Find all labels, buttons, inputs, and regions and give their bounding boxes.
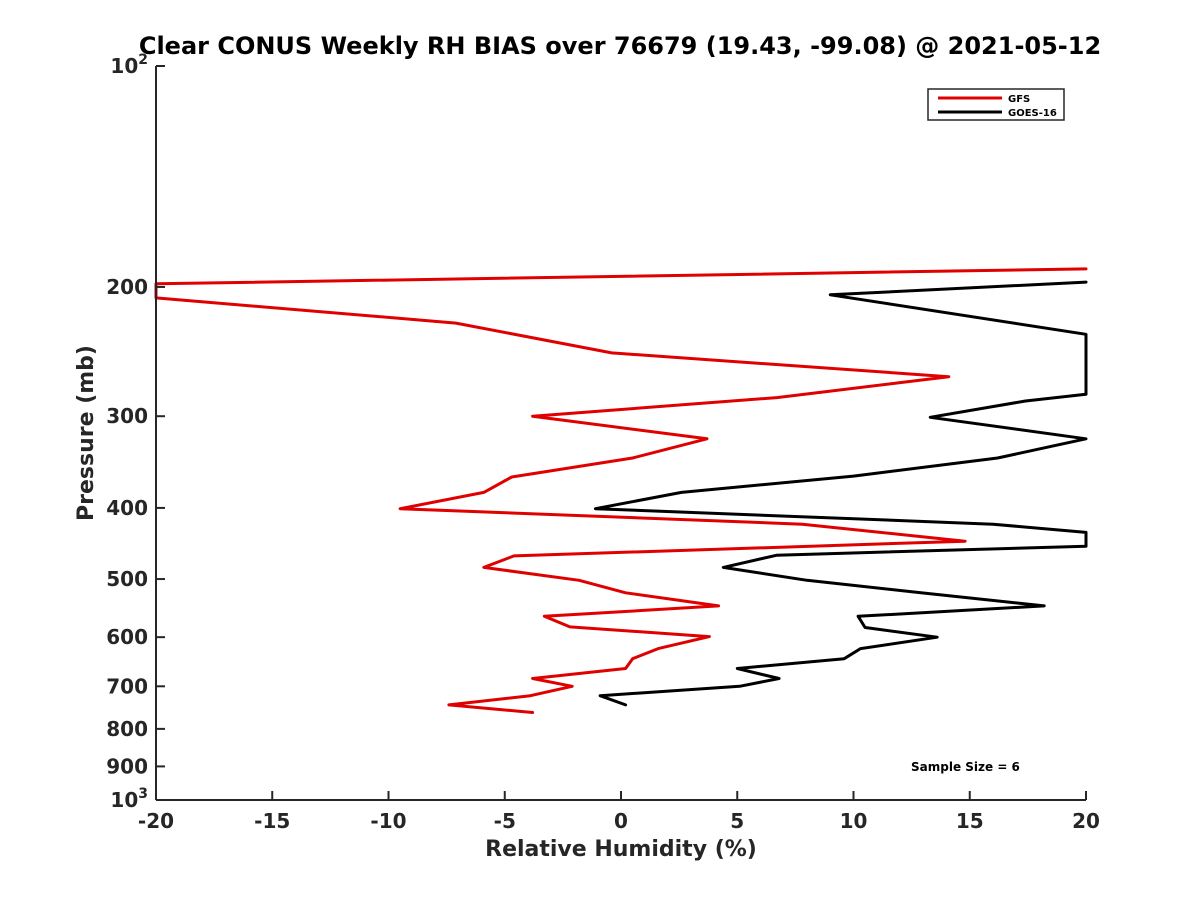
y-tick-label: 102 <box>110 52 148 78</box>
x-tick-label: -5 <box>494 809 516 833</box>
legend-box <box>927 88 1065 121</box>
y-tick-label: 700 <box>106 674 148 698</box>
x-tick-label: -15 <box>254 809 290 833</box>
sample-size-annotation: Sample Size = 6 <box>911 760 1020 774</box>
chart-title: Clear CONUS Weekly RH BIAS over 76679 (1… <box>139 32 1101 60</box>
y-tick-label: 800 <box>106 717 148 741</box>
x-tick-label: 15 <box>956 809 984 833</box>
y-tick-label: 600 <box>106 625 148 649</box>
series-line-goes-16 <box>593 280 1088 707</box>
y-tick-label: 300 <box>106 404 148 428</box>
y-axis-label: Pressure (mb) <box>74 345 99 521</box>
y-tick-label: 900 <box>106 754 148 778</box>
y-tick-label: 200 <box>106 275 148 299</box>
x-tick-label: 20 <box>1072 809 1100 833</box>
ticks-layer: -20 -15 -10 -5 0 5 10 15 20 102 200 300 400 500 600 700… <box>106 52 1100 833</box>
x-axis-label: Relative Humidity (%) <box>485 837 757 862</box>
x-tick-label: -10 <box>370 809 406 833</box>
x-tick-label: 5 <box>730 809 744 833</box>
series-line-gfs <box>154 267 1088 714</box>
y-tick-label: 500 <box>106 567 148 591</box>
legend: GFS GOES-16 <box>927 88 1065 121</box>
x-tick-label: 10 <box>840 809 868 833</box>
y-tick-label: 400 <box>106 496 148 520</box>
legend-label-goes-16: GOES-16 <box>1008 108 1057 119</box>
legend-label-gfs: GFS <box>1008 94 1030 105</box>
series-layer <box>154 267 1088 714</box>
x-tick-label: -20 <box>138 809 174 833</box>
y-tick-label: 103 <box>110 786 148 812</box>
x-tick-label: 0 <box>614 809 628 833</box>
axes-layer <box>155 66 1086 801</box>
